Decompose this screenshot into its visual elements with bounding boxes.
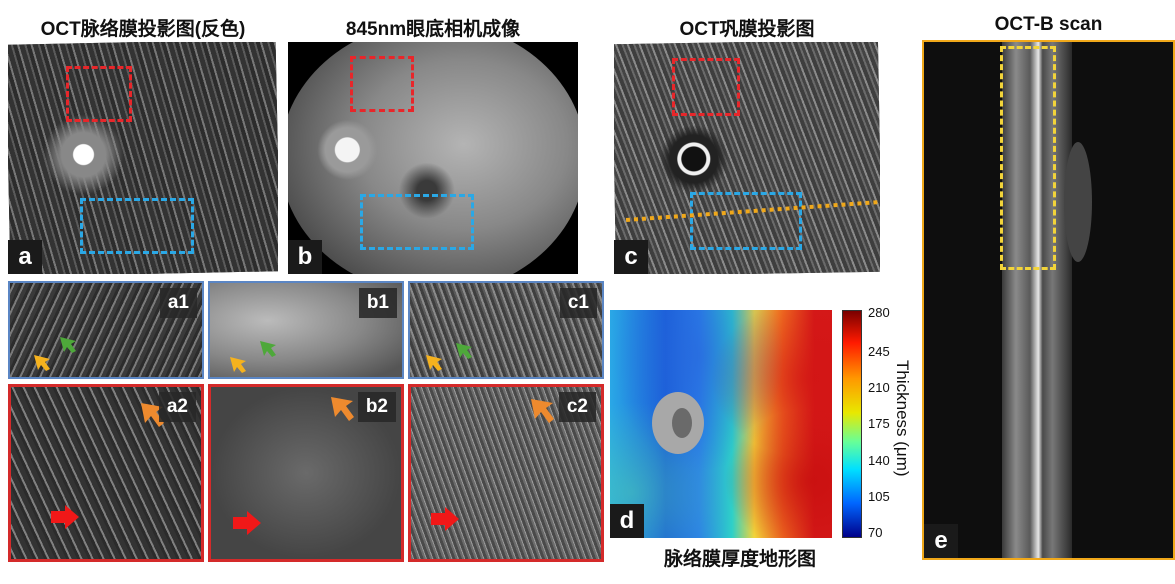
colorbar-tick: 175: [868, 416, 890, 431]
inset-tag-b2: b2: [357, 392, 396, 422]
orange-scan-line: [625, 200, 880, 222]
panel-letter-c: c: [614, 240, 648, 274]
panel-b-fundus-image: b: [288, 42, 578, 274]
yellow-roi-box: [1000, 46, 1056, 270]
title-choroid-thickness-map: 脉络膜厚度地形图: [663, 549, 816, 570]
blue-roi-box: [690, 192, 802, 250]
retina-bump: [1064, 142, 1092, 262]
red-arrow-icon: [233, 511, 261, 535]
inset-b1: b1: [208, 281, 404, 379]
panel-e-oct-b-scan: e: [922, 40, 1175, 560]
inset-c1: c1: [408, 281, 604, 379]
colorbar-label: Thickness (μm): [893, 360, 912, 477]
blue-roi-box: [80, 198, 194, 254]
green-arrow-icon: [456, 343, 472, 359]
red-roi-box: [66, 66, 132, 122]
fundus-disc-image: [288, 42, 578, 274]
colorbar-tick: 245: [868, 344, 890, 359]
colorbar-tick: 210: [868, 380, 890, 395]
inset-tag-c1: c1: [559, 288, 597, 318]
panel-letter-a: a: [8, 240, 42, 274]
yellow-arrow-icon: [230, 357, 246, 373]
green-arrow-icon: [60, 337, 76, 353]
orange-arrow-icon: [331, 397, 354, 421]
optic-disc-inner: [672, 408, 692, 438]
title-oct-sclera-projection: OCT巩膜投影图: [679, 19, 815, 40]
red-roi-box: [350, 56, 414, 112]
yellow-arrow-icon: [34, 355, 50, 371]
inset-tag-c2: c2: [558, 392, 596, 422]
thickness-map-blob: [610, 310, 832, 538]
yellow-arrow-icon: [426, 355, 442, 371]
colorbar-tick: 280: [868, 305, 890, 320]
red-roi-box: [672, 58, 740, 116]
retina-layer: [1002, 42, 1072, 558]
inset-a2: a2: [8, 384, 204, 562]
inset-tag-a1: a1: [159, 288, 197, 318]
title-oct-b-scan: OCT-B scan: [994, 14, 1103, 35]
panel-c-oct-sclera-image: c: [614, 42, 880, 274]
inset-tag-b1: b1: [358, 288, 397, 318]
green-arrow-icon: [260, 341, 276, 357]
title-845nm-fundus: 845nm眼底相机成像: [345, 19, 521, 40]
inset-tag-a2: a2: [158, 392, 196, 422]
panel-letter-d: d: [610, 504, 644, 538]
colorbar: [842, 310, 862, 538]
colorbar-tick: 140: [868, 453, 890, 468]
panel-d-thickness-map: d: [610, 310, 832, 538]
panel-letter-e: e: [924, 524, 958, 558]
blue-roi-box: [360, 194, 474, 250]
colorbar-tick: 70: [868, 525, 883, 540]
orange-arrow-icon: [141, 403, 164, 427]
inset-b2: b2: [208, 384, 404, 562]
panel-a-oct-choroid-image: a: [8, 42, 278, 274]
inset-a1: a1: [8, 281, 204, 379]
colorbar-tick: 105: [868, 489, 890, 504]
panel-letter-b: b: [288, 240, 322, 274]
title-oct-choroid-projection: OCT脉络膜投影图(反色): [40, 19, 246, 40]
red-arrow-icon: [51, 505, 79, 529]
orange-arrow-icon: [531, 399, 554, 423]
red-arrow-icon: [431, 507, 459, 531]
inset-c2: c2: [408, 384, 604, 562]
